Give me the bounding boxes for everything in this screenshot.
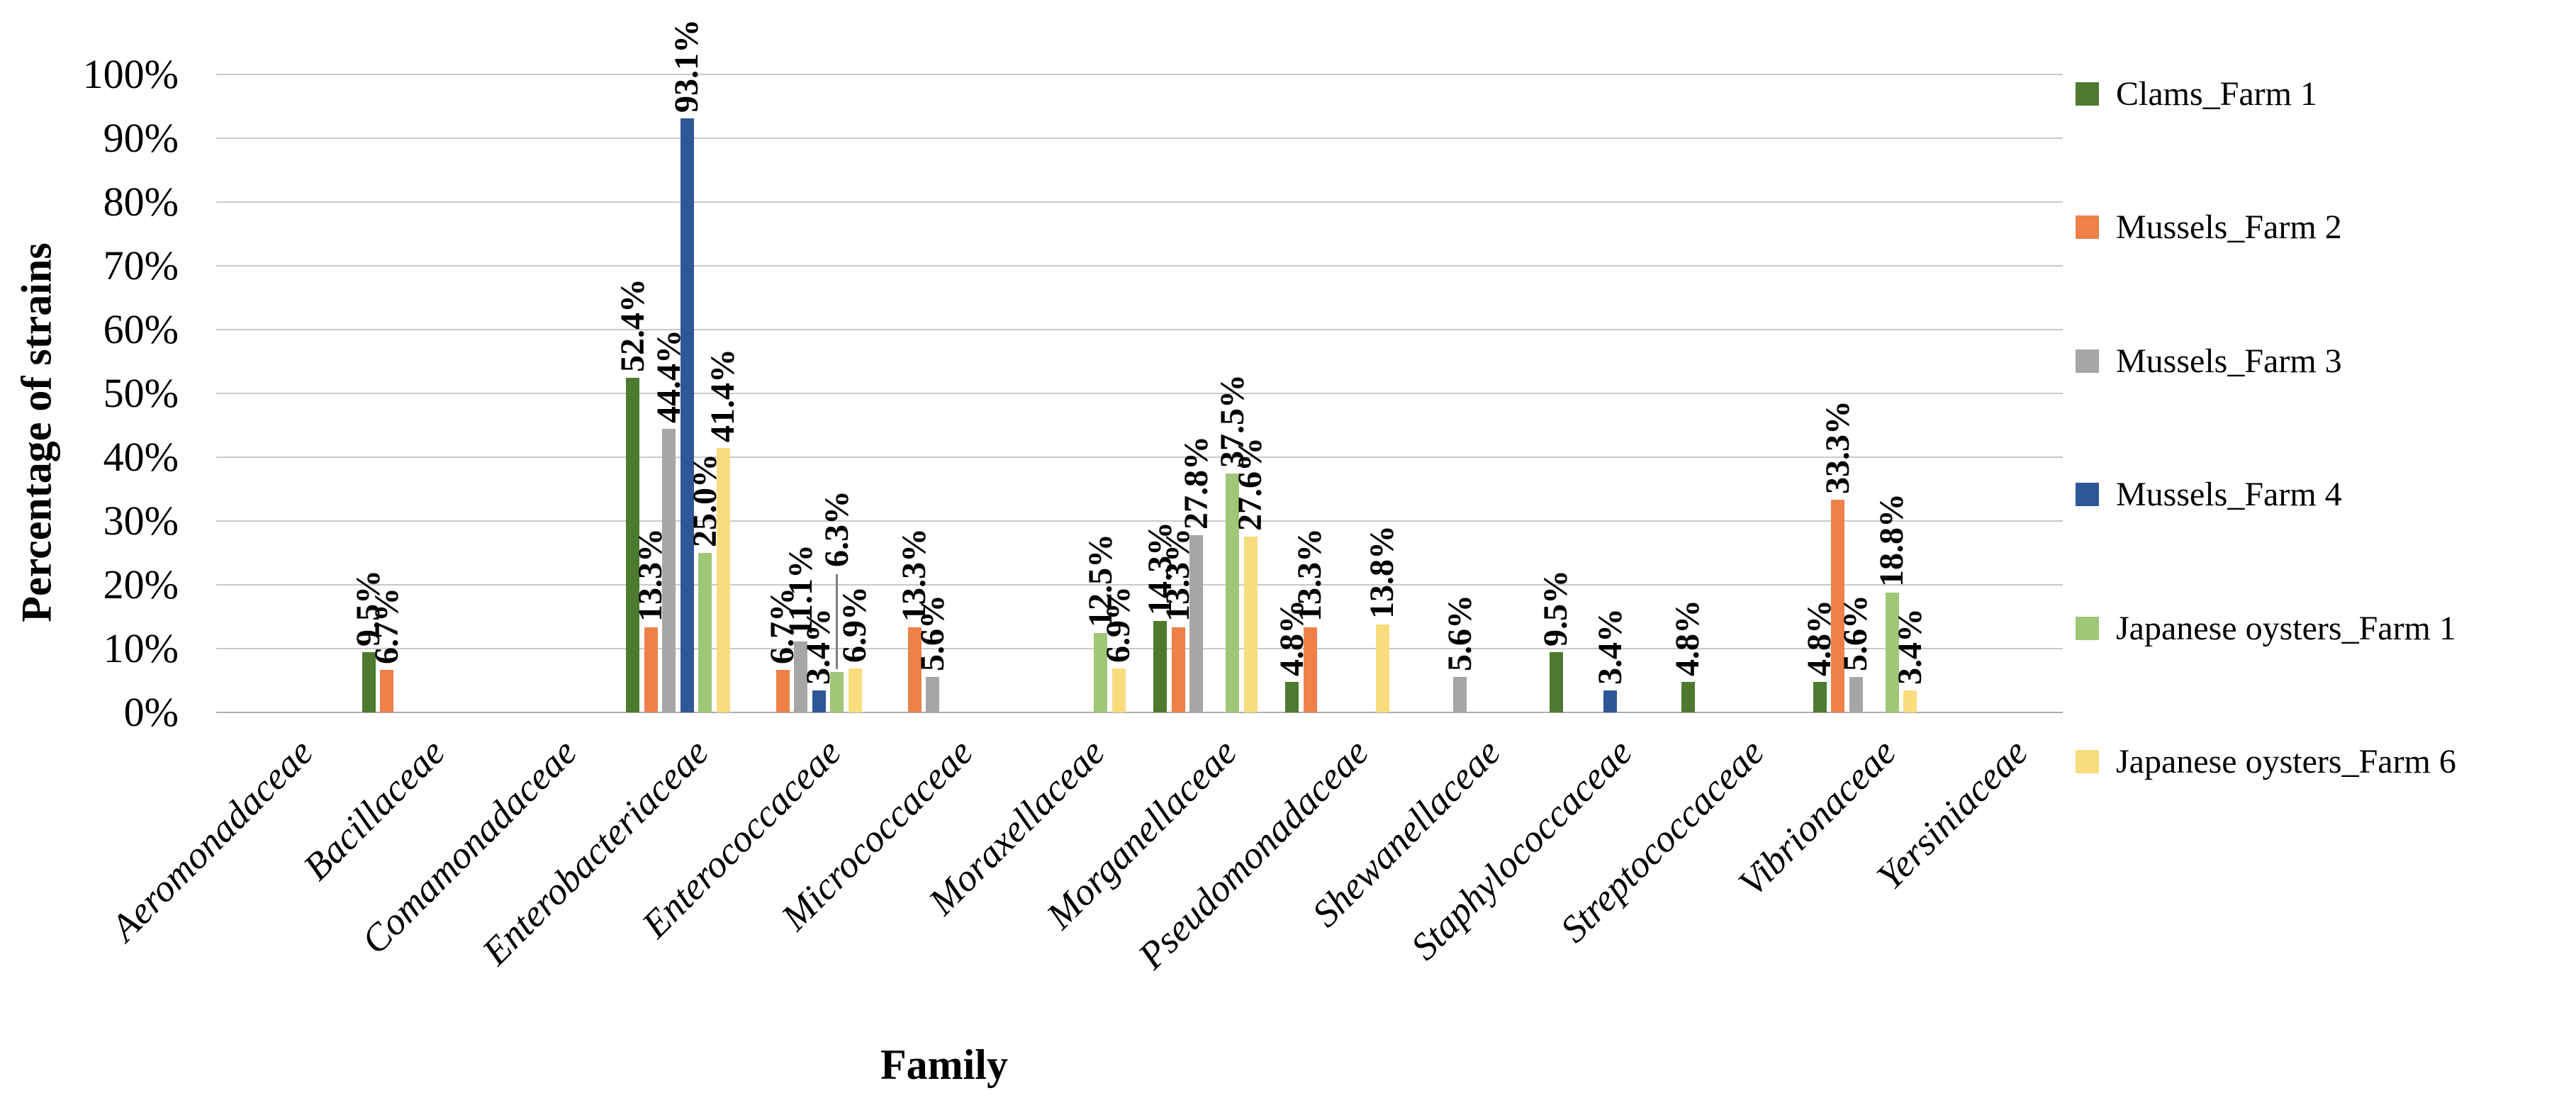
- y-tick-label: 90%: [103, 115, 179, 161]
- bar-japanese-oysters-farm-6: [848, 668, 862, 712]
- legend-swatch-icon: [2076, 750, 2099, 773]
- bar-clams-farm-1: [1153, 621, 1167, 712]
- bar-value-label: 6.9%: [836, 586, 874, 663]
- bar-value-label: 18.8%: [1873, 493, 1911, 587]
- legend-swatch-icon: [2076, 483, 2099, 507]
- bar-clams-farm-1: [1813, 681, 1827, 712]
- y-tick-label: 40%: [103, 434, 179, 480]
- legend-label: Japanese oysters_Farm 1: [2116, 609, 2456, 647]
- gridline: [216, 648, 2063, 649]
- bar-japanese-oysters-farm-1: [830, 672, 844, 712]
- y-tick-label: 60%: [103, 306, 179, 352]
- bar-mussels-farm-2: [1171, 627, 1185, 712]
- bar-value-label: 6.3%: [817, 491, 856, 568]
- y-tick-label: 10%: [103, 625, 179, 671]
- gridline: [216, 457, 2063, 458]
- bar-value-label: 5.6%: [913, 594, 951, 671]
- category-label: Enterobacteriaceae: [474, 730, 717, 973]
- bar-value-label: 13.8%: [1363, 525, 1401, 619]
- legend-label: Mussels_Farm 3: [2116, 342, 2342, 380]
- gridline: [216, 393, 2063, 394]
- category-label: Staphylococcaceae: [1402, 730, 1640, 968]
- gridline: [216, 329, 2063, 330]
- gridline: [216, 520, 2063, 522]
- bar-clams-farm-1: [1285, 681, 1299, 712]
- bar-value-label: 3.4%: [1591, 608, 1629, 685]
- bar-mussels-farm-2: [775, 669, 790, 712]
- legend-label: Clams_Farm 1: [2116, 75, 2317, 113]
- x-axis-title: Family: [880, 1041, 1008, 1088]
- gridline: [216, 201, 2063, 203]
- bar-clams-farm-1: [362, 651, 376, 712]
- y-tick-label: 80%: [103, 179, 179, 225]
- plot-area: 9.5% 52.4% 14.3% 4.8% 9.5% 4.8% 4.8% 6.7% 13.3% 6…: [216, 19, 2063, 713]
- legend-swatch-icon: [2076, 215, 2099, 240]
- gridline: [216, 74, 2063, 75]
- legend-label: Japanese oysters_Farm 6: [2116, 743, 2456, 780]
- category-label: Pseudomonadaceae: [1129, 730, 1377, 978]
- y-tick-label: 100%: [82, 51, 179, 97]
- bar-mussels-farm-2: [644, 627, 658, 712]
- bar-clams-farm-1: [1681, 681, 1695, 712]
- y-tick-label: 0%: [123, 689, 179, 735]
- bar-value-label: 93.1%: [668, 19, 705, 113]
- bar-japanese-oysters-farm-1: [1885, 592, 1899, 712]
- bar-value-label: 9.5%: [1537, 569, 1574, 646]
- gridline: [216, 584, 2063, 586]
- legend-label: Mussels_Farm 2: [2116, 208, 2342, 247]
- y-tick-label: 70%: [103, 242, 179, 289]
- y-axis-ticks: 0% 10% 20% 30% 40% 50% 60% 70% 80% 90% 100%: [0, 0, 179, 1120]
- bar-mussels-farm-3: [794, 642, 808, 712]
- bar-value-label: 6.7%: [367, 587, 405, 664]
- bar-japanese-oysters-farm-6: [1243, 536, 1258, 712]
- bar-mussels-farm-2: [1303, 627, 1317, 712]
- bar-value-label: 5.6%: [1837, 594, 1875, 671]
- legend-swatch-icon: [2076, 82, 2099, 106]
- bar-japanese-oysters-farm-6: [1111, 668, 1126, 712]
- bar-value-label: 6.9%: [1099, 586, 1138, 663]
- bar-value-label: 52.4%: [613, 279, 651, 373]
- legend-swatch-icon: [2076, 616, 2099, 640]
- gridline: [216, 138, 2063, 139]
- gridline: [216, 712, 2063, 713]
- bar-mussels-farm-3: [1453, 676, 1467, 712]
- bar-mussels-farm-3: [926, 676, 940, 712]
- bar-mussels-farm-4: [812, 690, 826, 712]
- bar-mussels-farm-3: [1849, 676, 1863, 712]
- bar-mussels-farm-2: [907, 627, 922, 712]
- bar-mussels-farm-4: [680, 118, 694, 712]
- bar-value-label: 41.4%: [704, 349, 741, 443]
- bar-value-label: 3.4%: [1891, 608, 1929, 685]
- y-tick-label: 30%: [103, 498, 179, 544]
- bar-value-label: 5.6%: [1440, 594, 1479, 671]
- bar-mussels-farm-4: [1603, 690, 1617, 712]
- bar-mussels-farm-3: [1189, 534, 1204, 712]
- bar-japanese-oysters-farm-1: [1226, 473, 1240, 712]
- bar-value-label: 13.3%: [1291, 528, 1329, 622]
- legend-label: Mussels_Farm 4: [2116, 476, 2342, 514]
- bar-mussels-farm-2: [380, 669, 394, 712]
- bar-japanese-oysters-farm-6: [1375, 624, 1389, 712]
- bar-clams-farm-1: [626, 378, 639, 712]
- bar-japanese-oysters-farm-6: [1903, 690, 1917, 712]
- bar-value-label: 27.6%: [1231, 437, 1270, 531]
- bar-japanese-oysters-farm-1: [698, 553, 712, 712]
- bar-japanese-oysters-farm-6: [716, 448, 730, 712]
- bar-mussels-farm-3: [662, 429, 676, 712]
- y-tick-label: 20%: [103, 561, 179, 607]
- bar-value-label: 4.8%: [1669, 599, 1707, 676]
- bar-japanese-oysters-farm-1: [1094, 632, 1108, 712]
- label-leader-line: [836, 574, 839, 670]
- bar-clams-farm-1: [1549, 651, 1563, 712]
- bar-value-label: 27.8%: [1177, 435, 1215, 530]
- bar-mussels-farm-2: [1831, 500, 1845, 712]
- legend-swatch-icon: [2076, 349, 2099, 373]
- y-tick-label: 50%: [103, 370, 179, 416]
- bar-value-label: 33.3%: [1818, 401, 1857, 495]
- gridline: [216, 265, 2063, 267]
